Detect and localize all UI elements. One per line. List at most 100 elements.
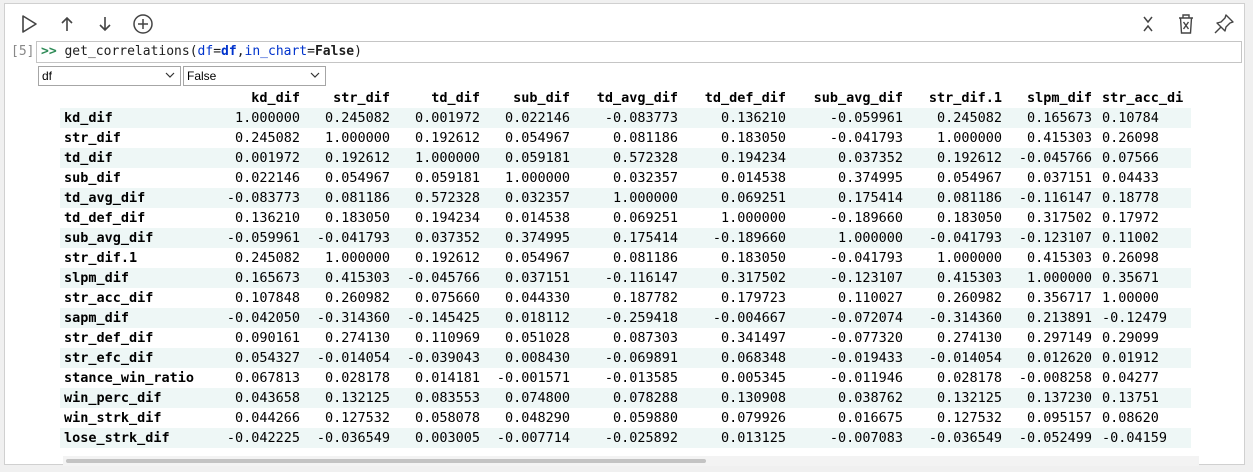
table-cell: 0.059880 xyxy=(612,410,678,426)
row-label: stance_win_ratio xyxy=(64,370,195,386)
code-input[interactable]: >> get_correlations(df=df,in_chart=False… xyxy=(36,41,1242,63)
table-cell: -0.013585 xyxy=(604,370,678,386)
table-cell: -0.045766 xyxy=(1018,150,1092,166)
table-row: slpm_dif 0.165673 0.415303 -0.045766 0.03715… xyxy=(60,268,1191,288)
notebook-cell: [5] >> get_correlations(df=df,in_chart=F… xyxy=(4,3,1245,466)
table-cell: 0.067813 xyxy=(234,370,300,386)
table-cell: -0.041793 xyxy=(829,130,903,146)
code-function-name: get_correlations xyxy=(64,44,190,59)
add-cell-button[interactable] xyxy=(131,12,155,36)
row-label: sub_avg_dif xyxy=(64,230,154,246)
table-cell: 0.054967 xyxy=(504,250,570,266)
column-header: str_acc_di xyxy=(1102,90,1184,106)
table-cell: -0.083773 xyxy=(604,110,678,126)
table-cell: -0.116147 xyxy=(604,270,678,286)
code-open-paren: ( xyxy=(189,44,198,59)
table-cell: -0.069891 xyxy=(604,350,678,366)
table-cell: 0.317502 xyxy=(1026,210,1092,226)
move-down-button[interactable] xyxy=(93,12,117,36)
table-cell: 0.165673 xyxy=(1026,110,1092,126)
table-cell: 0.136210 xyxy=(234,210,300,226)
table-cell: 0.192612 xyxy=(936,150,1002,166)
table-cell: 1.000000 xyxy=(936,250,1002,266)
table-cell: 0.04277 xyxy=(1102,370,1159,386)
correlation-table-container[interactable]: kd_dif str_dif td_dif sub_dif td_avg_dif… xyxy=(60,88,1198,452)
correlation-table: kd_dif str_dif td_dif sub_dif td_avg_dif… xyxy=(60,88,1191,448)
table-cell: 0.058078 xyxy=(414,410,480,426)
table-cell: 0.014538 xyxy=(504,210,570,226)
table-cell: 0.095157 xyxy=(1026,410,1092,426)
table-cell: -0.083773 xyxy=(226,190,300,206)
table-cell: 0.083553 xyxy=(414,390,480,406)
table-row: td_def_dif 0.136210 0.183050 0.194234 0.0145… xyxy=(60,208,1191,228)
table-cell: 0.079926 xyxy=(720,410,786,426)
chevron-down-icon xyxy=(165,72,175,78)
delete-button[interactable] xyxy=(1174,12,1198,36)
table-row: win_strk_dif 0.044266 0.127532 0.058078 0.04… xyxy=(60,408,1191,428)
row-label: lose_strk_dif xyxy=(64,430,170,446)
in-chart-dropdown-value: False xyxy=(187,69,217,83)
table-cell: -0.014054 xyxy=(928,350,1002,366)
table-cell: 0.08620 xyxy=(1102,410,1159,426)
table-cell: 0.107848 xyxy=(234,290,300,306)
table-cell: -0.036549 xyxy=(316,430,390,446)
table-cell: 0.136210 xyxy=(720,110,786,126)
horizontal-scrollbar[interactable] xyxy=(63,456,1199,466)
table-cell: -0.123107 xyxy=(1018,230,1092,246)
table-cell: 0.001972 xyxy=(234,150,300,166)
table-cell: -0.123107 xyxy=(829,270,903,286)
table-cell: 1.000000 xyxy=(324,250,390,266)
table-cell: -0.011946 xyxy=(829,370,903,386)
code-comma: , xyxy=(236,44,245,59)
row-label: kd_dif xyxy=(64,110,113,126)
column-header: str_dif xyxy=(333,90,390,106)
table-cell: 0.022146 xyxy=(504,110,570,126)
move-up-button[interactable] xyxy=(55,12,79,36)
table-cell: -0.041793 xyxy=(316,230,390,246)
row-label: td_def_dif xyxy=(64,210,146,226)
table-cell: 0.245082 xyxy=(324,110,390,126)
table-cell: -0.007083 xyxy=(829,430,903,446)
table-cell: -0.052499 xyxy=(1018,430,1092,446)
table-cell: -0.116147 xyxy=(1018,190,1092,206)
collapse-button[interactable] xyxy=(1136,12,1160,36)
pin-button[interactable] xyxy=(1212,12,1236,36)
table-cell: 1.000000 xyxy=(324,130,390,146)
table-cell: 0.183050 xyxy=(936,210,1002,226)
run-button[interactable] xyxy=(17,12,41,36)
table-cell: 0.175414 xyxy=(837,190,903,206)
table-cell: 0.137230 xyxy=(1026,390,1092,406)
row-label: td_avg_dif xyxy=(64,190,146,206)
table-cell: 0.069251 xyxy=(720,190,786,206)
table-cell: 0.018112 xyxy=(504,310,570,326)
add-cell-icon xyxy=(133,14,153,34)
in-chart-dropdown[interactable]: False xyxy=(183,66,326,86)
pin-icon xyxy=(1214,14,1234,34)
cell-toolbar xyxy=(5,4,1244,42)
table-cell: -0.059961 xyxy=(226,230,300,246)
run-icon xyxy=(22,15,37,33)
table-cell: 0.194234 xyxy=(414,210,480,226)
table-cell: 0.187782 xyxy=(612,290,678,306)
df-dropdown[interactable]: df xyxy=(38,66,181,86)
table-cell: 0.26098 xyxy=(1102,250,1159,266)
table-cell: -0.008258 xyxy=(1018,370,1092,386)
column-header: str_dif.1 xyxy=(928,90,1002,106)
table-cell: 0.037151 xyxy=(504,270,570,286)
df-dropdown-value: df xyxy=(42,69,53,83)
table-cell: 0.110969 xyxy=(414,330,480,346)
table-cell: 0.081186 xyxy=(324,190,390,206)
scrollbar-thumb[interactable] xyxy=(66,459,706,463)
table-cell: 0.04433 xyxy=(1102,170,1159,186)
table-cell: 0.165673 xyxy=(234,270,300,286)
table-cell: 0.11002 xyxy=(1102,230,1159,246)
column-header: td_avg_dif xyxy=(596,90,678,106)
table-cell: 0.132125 xyxy=(324,390,390,406)
table-cell: 0.341497 xyxy=(720,330,786,346)
column-header: sub_avg_dif xyxy=(813,90,903,106)
table-cell: 0.054967 xyxy=(504,130,570,146)
table-row: str_acc_dif 0.107848 0.260982 0.075660 0.044… xyxy=(60,288,1191,308)
table-cell: 0.192612 xyxy=(414,130,480,146)
table-cell: 0.260982 xyxy=(324,290,390,306)
table-cell: 0.016675 xyxy=(837,410,903,426)
